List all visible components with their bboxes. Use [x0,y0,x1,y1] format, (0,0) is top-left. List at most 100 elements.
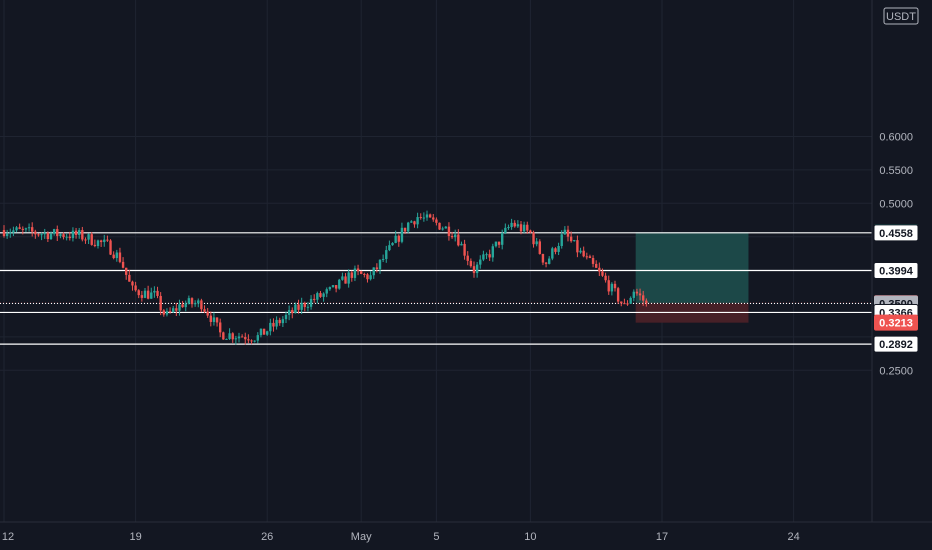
candle-body [560,234,563,246]
candle-body [212,317,216,322]
price-tags: 0.45670.45580.39940.350403:45:370.35000.… [873,224,919,353]
candle-body [156,290,159,296]
candle-body [582,250,585,257]
candle-body [610,283,614,292]
time-axis[interactable]: 12 19 26 May 5 10 17 24 [0,521,932,550]
time-tick-label: 10 [524,531,536,543]
candle-body [306,306,310,308]
candle-body [215,317,219,323]
candle-body [172,308,175,312]
candle-body [397,235,400,242]
candle-body [287,310,291,315]
candle-body [109,240,112,255]
candle-body [469,260,473,267]
price-tag-value: 0.3213 [879,318,913,330]
candle-body [601,271,604,276]
time-tick-label: 17 [656,531,668,543]
position-zones [635,232,749,323]
candle-body [178,304,181,311]
candle-body [137,290,140,296]
candle-body [447,226,451,237]
candle-body [494,241,498,247]
candle-body [375,267,379,269]
candle-body [52,229,56,234]
candle-body [275,319,278,327]
candle-body [9,232,12,234]
currency-label: USDT [883,7,919,25]
candle-body [457,234,460,246]
candle-body [538,241,541,254]
candle-body [319,293,322,297]
candle-body [410,221,413,223]
candle-body [159,295,162,311]
candle-body [269,322,272,332]
candle-body [291,310,294,314]
candle-body [99,240,103,243]
candle-body [125,267,128,275]
price-tag-box [873,224,919,242]
candle-body [222,332,225,340]
candle-body [372,267,375,276]
time-tick-label: 24 [787,531,799,543]
price-tag-value: 0.4558 [879,228,913,240]
candle-body [501,232,504,245]
candle-body [541,253,545,263]
currency-label-text: USDT [886,11,916,23]
candle-body [316,293,319,300]
candle-body [12,230,15,233]
candle-body [632,291,635,298]
candle-body [485,254,488,256]
candle-body [566,229,570,237]
candle-body [588,256,592,258]
candle-body [435,219,438,223]
candle-body [576,240,579,253]
candle-body [74,230,78,236]
candle-body [5,233,9,237]
candle-body [479,259,482,265]
candle-body [504,227,507,233]
candle-body [338,279,341,289]
candle-body [363,273,366,275]
candle-body [360,271,363,274]
candle-body [585,256,588,258]
candle-body [629,297,632,304]
candle-body [284,314,288,320]
candle-body [344,276,347,284]
candle-body [466,255,469,261]
candle-body [2,230,6,237]
candle-body [49,233,53,240]
grid-lines [0,0,872,522]
candle-body [34,231,37,235]
candle-body [378,259,382,269]
candle-body [432,217,435,220]
candle-body [513,222,516,227]
candle-body [18,227,21,229]
candle-body [544,262,548,264]
candle-body [150,292,153,299]
candle-body [381,258,385,260]
candle-body [626,303,629,305]
candle-body [78,230,81,236]
candle-body [65,236,68,238]
candle-body [548,258,551,264]
candle-body [112,254,115,259]
candle-body [59,234,62,237]
candle-body [613,283,617,289]
candle-body [184,303,187,308]
candle-body [187,298,191,304]
candle-body [595,263,598,268]
candle-body [491,246,494,258]
candle-body [281,319,285,324]
candle-body [385,250,388,259]
candle-body [206,311,209,316]
candle-body [482,254,485,260]
candle-body [193,303,197,305]
price-tag-box [873,262,919,280]
candle-body [579,250,582,253]
time-axis-ticks: 12 19 26 May 5 10 17 24 [2,531,800,543]
time-tick-label: 5 [433,531,439,543]
candle-body [510,222,513,228]
